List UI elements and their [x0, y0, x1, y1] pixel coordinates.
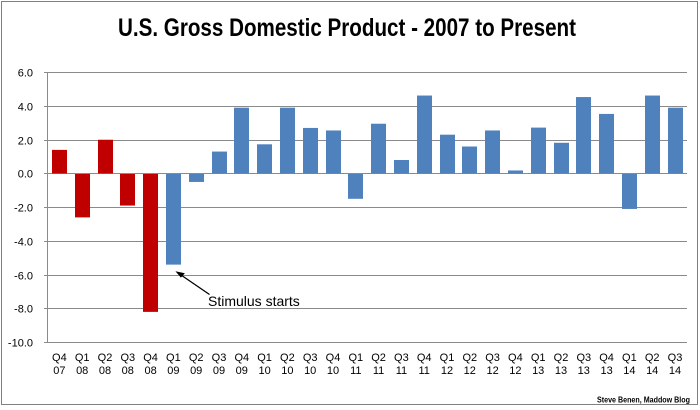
svg-text:Q2: Q2 — [280, 352, 295, 364]
svg-text:U.S. Gross Domestic Product -: U.S. Gross Domestic Product - 2007 to Pr… — [118, 14, 577, 42]
svg-text:12: 12 — [486, 365, 498, 377]
svg-text:Q3: Q3 — [576, 352, 591, 364]
svg-text:Q1: Q1 — [166, 352, 181, 364]
svg-text:13: 13 — [555, 365, 567, 377]
svg-text:11: 11 — [396, 365, 407, 377]
svg-text:09: 09 — [236, 365, 248, 377]
svg-text:Q1: Q1 — [75, 352, 90, 364]
svg-text:14: 14 — [623, 365, 635, 377]
svg-text:11: 11 — [350, 365, 361, 377]
svg-text:10: 10 — [304, 365, 316, 377]
svg-text:Q4: Q4 — [326, 352, 341, 364]
svg-text:-2.0: -2.0 — [14, 202, 33, 214]
svg-text:Q4: Q4 — [508, 352, 523, 364]
svg-text:Q2: Q2 — [371, 352, 386, 364]
svg-text:Q2: Q2 — [554, 352, 569, 364]
svg-text:09: 09 — [190, 365, 202, 377]
svg-text:Q4: Q4 — [417, 352, 432, 364]
svg-text:14: 14 — [669, 365, 681, 377]
svg-text:-10.0: -10.0 — [8, 337, 33, 349]
svg-text:Q3: Q3 — [120, 352, 135, 364]
svg-text:08: 08 — [122, 365, 134, 377]
svg-text:Steve Benen, Maddow Blog: Steve Benen, Maddow Blog — [597, 395, 690, 405]
svg-text:13: 13 — [578, 365, 590, 377]
svg-text:13: 13 — [532, 365, 544, 377]
svg-text:6.0: 6.0 — [18, 67, 33, 79]
svg-text:Q2: Q2 — [645, 352, 660, 364]
svg-text:Q3: Q3 — [303, 352, 318, 364]
svg-text:12: 12 — [509, 365, 521, 377]
svg-text:4.0: 4.0 — [18, 101, 33, 113]
svg-text:11: 11 — [418, 365, 429, 377]
svg-text:Q1: Q1 — [348, 352, 363, 364]
svg-text:-6.0: -6.0 — [14, 270, 33, 282]
svg-text:10: 10 — [281, 365, 293, 377]
svg-text:Q1: Q1 — [531, 352, 546, 364]
svg-text:09: 09 — [213, 365, 225, 377]
svg-text:-8.0: -8.0 — [14, 303, 33, 315]
svg-text:11: 11 — [373, 365, 384, 377]
svg-text:13: 13 — [600, 365, 612, 377]
svg-text:08: 08 — [76, 365, 88, 377]
svg-text:Q4: Q4 — [143, 352, 158, 364]
svg-text:08: 08 — [144, 365, 156, 377]
svg-text:Q2: Q2 — [189, 352, 204, 364]
svg-text:2.0: 2.0 — [18, 135, 33, 147]
svg-text:0.0: 0.0 — [18, 168, 33, 180]
svg-text:09: 09 — [167, 365, 179, 377]
svg-text:Q3: Q3 — [668, 352, 683, 364]
svg-text:12: 12 — [441, 365, 453, 377]
svg-text:Q4: Q4 — [234, 352, 249, 364]
svg-text:12: 12 — [464, 365, 476, 377]
svg-text:Q2: Q2 — [98, 352, 113, 364]
svg-text:Q4: Q4 — [599, 352, 614, 364]
svg-text:10: 10 — [258, 365, 270, 377]
svg-text:Stimulus starts: Stimulus starts — [208, 293, 300, 309]
svg-text:07: 07 — [53, 365, 65, 377]
svg-text:Q1: Q1 — [622, 352, 637, 364]
svg-text:14: 14 — [646, 365, 658, 377]
svg-text:-4.0: -4.0 — [14, 236, 33, 248]
svg-text:08: 08 — [99, 365, 111, 377]
svg-text:Q2: Q2 — [462, 352, 477, 364]
svg-text:Q1: Q1 — [257, 352, 272, 364]
svg-text:Q3: Q3 — [212, 352, 227, 364]
svg-text:Q1: Q1 — [440, 352, 455, 364]
svg-text:Q3: Q3 — [485, 352, 500, 364]
svg-text:Q4: Q4 — [52, 352, 67, 364]
svg-text:Q3: Q3 — [394, 352, 409, 364]
svg-text:10: 10 — [327, 365, 339, 377]
